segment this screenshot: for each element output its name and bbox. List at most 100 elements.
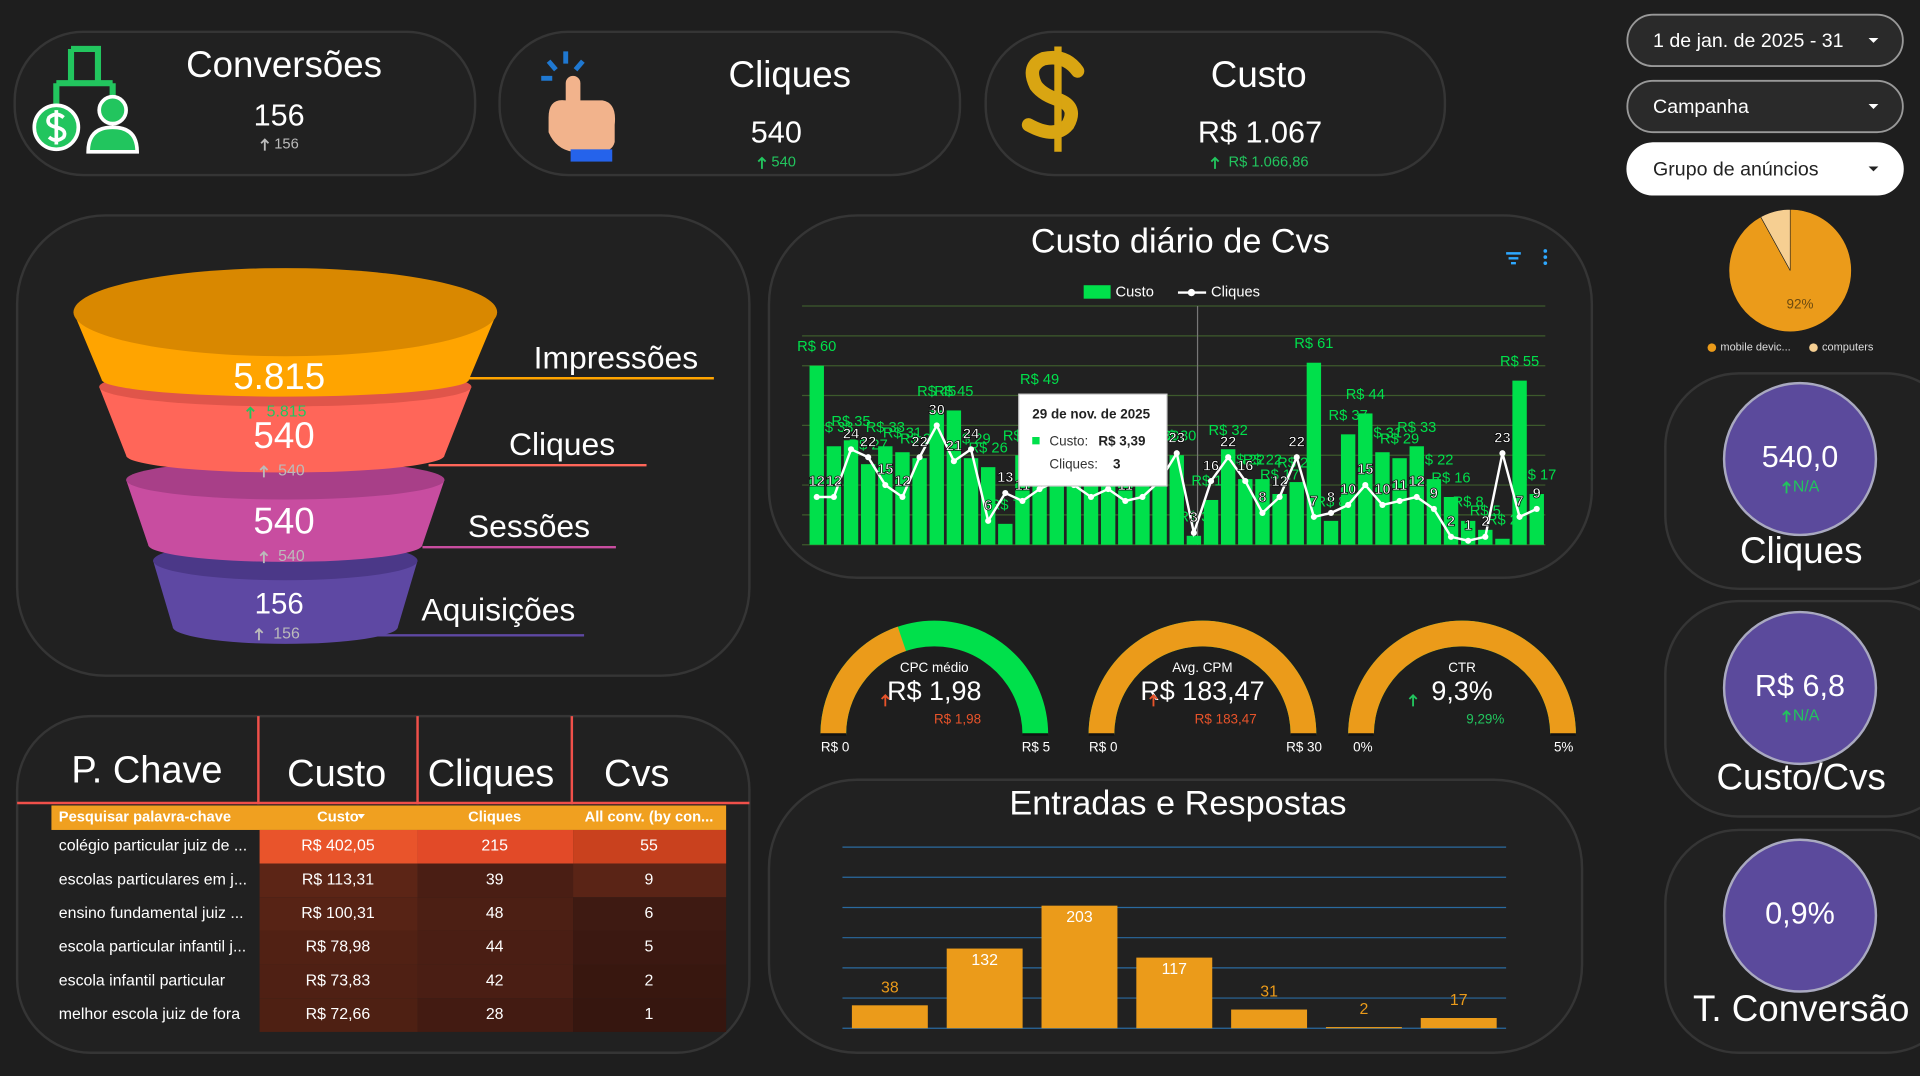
icon-cuff	[570, 149, 613, 162]
clicks-point	[1362, 481, 1369, 489]
clicks-label: 12	[1409, 474, 1425, 490]
side-kpi-change: N/A	[1793, 478, 1820, 495]
clicks-label: 8	[1327, 490, 1335, 506]
clicks-point	[1242, 478, 1249, 485]
side-kpi-title: Cliques	[1740, 530, 1862, 571]
filter-dropdown[interactable]: Campanha	[1626, 79, 1904, 134]
clicks-point	[1516, 513, 1523, 520]
gauge-min: 0%	[1353, 740, 1372, 755]
icon-click	[541, 51, 616, 162]
table-cell: 55	[640, 838, 658, 855]
tooltip-swatch	[1032, 437, 1040, 445]
cost-label: R$ 22	[1226, 453, 1265, 469]
table-cell: 28	[486, 1006, 504, 1023]
clicks-point	[899, 493, 906, 501]
up-arrow	[259, 550, 269, 564]
group-header: P. Chave	[71, 749, 222, 791]
gauge-fill	[1088, 620, 1317, 735]
clicks-label: 1	[1464, 518, 1472, 534]
cost-bar	[1358, 413, 1373, 545]
gauge-sub: 9,29%	[1466, 711, 1504, 726]
heat-cell	[259, 863, 418, 898]
clicks-label: 10	[1340, 482, 1356, 498]
funnel-body	[126, 479, 445, 562]
heat-cell	[573, 998, 727, 1032]
clicks-point	[1225, 454, 1232, 461]
bar	[946, 948, 1023, 1029]
clicks-label: 12	[809, 474, 825, 490]
cost-label: R$ 2	[1487, 512, 1518, 528]
filter-dropdown[interactable]: 1 de jan. de 2025 - 31	[1626, 13, 1904, 68]
cost-bar	[929, 410, 944, 545]
clicks-label: 21	[946, 438, 962, 454]
cost-bar	[809, 365, 824, 545]
cost-label: R$ 33	[1397, 420, 1436, 436]
gauge-max: R$ 5	[1022, 740, 1050, 755]
content: 1 de jan. de 2025 - 31 Campanha Grupo de a…	[17, 13, 1909, 1032]
up-arrow	[246, 406, 255, 419]
dropdown-caret	[1868, 37, 1879, 43]
bar-label: 17	[1450, 992, 1468, 1009]
clicks-point	[1379, 501, 1386, 509]
legend-swatch	[1083, 285, 1111, 299]
legend-dot	[1707, 343, 1717, 352]
cost-bar	[1272, 494, 1287, 545]
dropdown-box	[1626, 79, 1904, 134]
up-arrow	[1782, 481, 1791, 494]
heat-cell	[417, 998, 574, 1032]
table-cell: R$ 72,66	[306, 1006, 371, 1023]
clicks-label: 16	[1203, 458, 1219, 474]
menu-icon[interactable]	[1543, 249, 1548, 266]
cost-label: R$ 33	[814, 420, 853, 436]
clicks-label: 6	[984, 498, 992, 514]
cost-bar	[878, 446, 893, 545]
cost-bar	[1289, 482, 1304, 545]
icon-rays	[541, 51, 585, 81]
dropdown-box	[1626, 13, 1904, 68]
chart-title: Entradas e Respostas	[1009, 785, 1346, 823]
cost-bar	[1203, 499, 1219, 545]
funnel-change: 5.815	[267, 404, 307, 421]
clicks-label: 15	[877, 462, 893, 478]
filter-dropdown[interactable]: Grupo de anúncios	[1626, 142, 1904, 196]
clicks-point	[882, 481, 889, 489]
gauge-max: 5%	[1554, 740, 1573, 755]
table-cell: 48	[486, 905, 504, 922]
menu-dot	[1543, 249, 1548, 253]
group-header: Custo	[287, 753, 386, 795]
kpi-change: 540	[771, 155, 796, 171]
kpi-value: R$ 1.067	[1198, 116, 1322, 150]
clicks-label: 2	[1447, 514, 1455, 530]
filter-icon[interactable]	[1506, 252, 1521, 265]
table-cell: R$ 100,31	[301, 905, 375, 922]
side-kpi-change: N/A	[1793, 707, 1820, 724]
cost-bar	[860, 464, 876, 545]
gauge-value: R$ 1,98	[887, 676, 981, 706]
table-cell: 39	[486, 871, 504, 888]
funnel-label: Sessões	[468, 508, 590, 544]
side-kpi-value: 0,9%	[1765, 897, 1835, 931]
heat-cell	[259, 930, 418, 965]
clicks-label: 9	[1430, 486, 1438, 502]
kpi-panel	[984, 30, 1447, 177]
clicks-point	[933, 422, 940, 429]
clicks-point	[1327, 509, 1335, 516]
up-arrow	[259, 465, 269, 478]
table-cell: melhor escola juiz de fora	[59, 1006, 240, 1023]
bar	[1325, 1027, 1402, 1029]
legend-label: computers	[1822, 342, 1874, 354]
cost-label: R$ 5	[1470, 503, 1501, 519]
tooltip-date: 29 de nov. de 2025	[1032, 407, 1150, 422]
icon-cost	[1021, 46, 1085, 152]
gauge-min: R$ 0	[1089, 740, 1117, 755]
clicks-point	[985, 517, 992, 524]
column-header: Cliques	[468, 810, 521, 826]
gauge-fill	[820, 626, 906, 735]
column-header: Custo	[317, 810, 359, 826]
clicks-point	[1259, 509, 1266, 516]
side-kpi-title: T. Conversão	[1693, 988, 1909, 1029]
menu-dot	[1543, 255, 1548, 259]
cost-label: R$ 31	[1363, 426, 1402, 442]
cost-label: R$ 29	[900, 432, 939, 448]
